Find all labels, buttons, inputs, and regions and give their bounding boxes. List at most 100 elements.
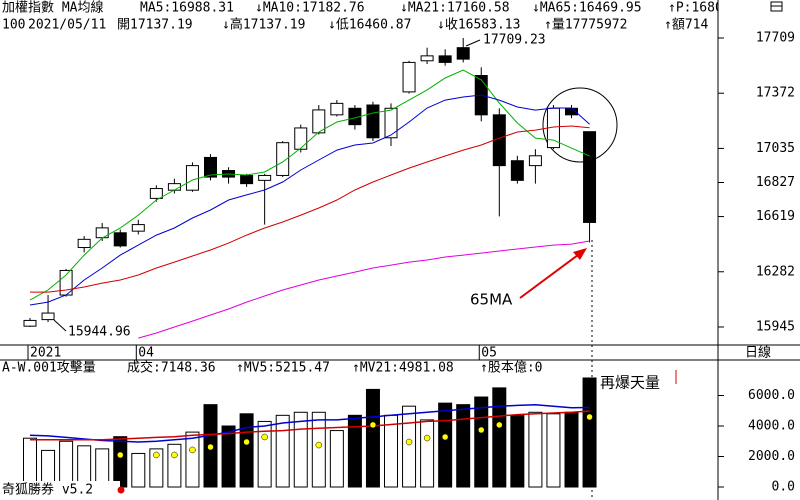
marker-dot bbox=[117, 451, 124, 459]
candle-body bbox=[185, 165, 199, 191]
annotation: 15944.96 bbox=[68, 325, 131, 340]
x-tick-label: 2021 bbox=[30, 346, 61, 361]
annotation: 65MA bbox=[470, 291, 513, 309]
volume-bar bbox=[492, 387, 507, 488]
candle-body bbox=[438, 55, 452, 63]
legend-entry: 成交:7148.36 bbox=[127, 360, 216, 376]
candle-body bbox=[402, 61, 416, 93]
mv-line bbox=[29, 403, 590, 443]
volume-bar bbox=[582, 377, 597, 488]
candle-body bbox=[456, 47, 470, 60]
candle-body bbox=[77, 238, 91, 249]
volume-bar bbox=[23, 437, 37, 488]
y-tick-label: 6000.0 bbox=[748, 388, 795, 403]
ma-line bbox=[138, 240, 590, 339]
chart-title: 加權指數 MA均線 bbox=[2, 0, 103, 16]
marker-dot bbox=[496, 421, 503, 429]
y-tick-label: 0.0 bbox=[772, 480, 795, 495]
candle-body bbox=[240, 174, 254, 185]
candle-body bbox=[149, 188, 163, 199]
candle-body bbox=[420, 55, 434, 62]
volume-bar bbox=[167, 443, 182, 488]
legend-entry: ↑股本億:0 bbox=[480, 360, 542, 376]
annotation-leader bbox=[53, 319, 67, 332]
marker-dot bbox=[171, 451, 178, 459]
y-tick-label: 17372 bbox=[756, 86, 795, 101]
info-field: ↓收16583.13 bbox=[437, 18, 520, 33]
volume-bar bbox=[474, 396, 489, 488]
marker-dot bbox=[441, 433, 449, 441]
volume-bar bbox=[185, 431, 200, 488]
candle-body bbox=[276, 142, 290, 176]
legend-entry: ↓MA10:17182.76 bbox=[255, 1, 365, 16]
info-field: ↓低16460.87 bbox=[328, 18, 411, 33]
x-tick-label: 05 bbox=[481, 346, 497, 361]
highlight-circle bbox=[542, 87, 618, 163]
candle-body bbox=[312, 109, 326, 134]
y-tick-label: 15945 bbox=[756, 319, 795, 334]
candle-body bbox=[167, 183, 181, 191]
info-field: ↑量17775972 bbox=[544, 18, 627, 33]
volume-bar bbox=[528, 411, 543, 488]
candle-body bbox=[294, 127, 308, 150]
y-tick-label: 17035 bbox=[756, 141, 795, 156]
legend-entry: ↓MA65:16469.95 bbox=[532, 1, 642, 16]
footer: 奇狐勝券 v5.2 bbox=[2, 482, 93, 498]
info-field: 100 bbox=[2, 18, 25, 33]
y-tick-label: 4000.0 bbox=[748, 419, 795, 434]
volume-bar bbox=[456, 404, 471, 488]
volume-bar bbox=[59, 440, 74, 488]
mv-line bbox=[30, 410, 590, 441]
volume-bar bbox=[510, 414, 525, 488]
y-tick-label: 16619 bbox=[756, 209, 795, 224]
volume-bar bbox=[131, 452, 146, 488]
y-tick-label: 17709 bbox=[756, 31, 795, 46]
volume-bar bbox=[438, 402, 453, 488]
marker-dot bbox=[586, 413, 593, 421]
legend-entry: ↑MV5:5215.47 bbox=[236, 361, 330, 376]
marker-dot bbox=[153, 451, 160, 459]
candle-body bbox=[510, 160, 524, 181]
info-field: ↑額714 bbox=[664, 18, 708, 33]
volume-bar bbox=[149, 448, 164, 488]
candle-body bbox=[113, 232, 127, 247]
volume-bar bbox=[402, 405, 417, 488]
marker-dot bbox=[405, 438, 413, 446]
marker-dot bbox=[207, 443, 214, 451]
legend-entry: ↓MA21:17160.58 bbox=[400, 1, 510, 16]
ma-line bbox=[30, 125, 590, 293]
volume-bar bbox=[77, 445, 92, 488]
marker-dot bbox=[423, 434, 431, 442]
volume-bar bbox=[293, 411, 308, 488]
volume-bar bbox=[384, 414, 398, 488]
candle-body bbox=[366, 104, 380, 139]
marker-dot bbox=[315, 441, 323, 449]
legend-entry: ↑P:1680 bbox=[668, 1, 723, 16]
marker-dot bbox=[243, 438, 250, 446]
volume-bar bbox=[420, 419, 435, 488]
info-field: 開17137.19 bbox=[117, 18, 193, 33]
status-dot bbox=[117, 486, 125, 494]
volume-bar bbox=[347, 414, 362, 488]
volume-bar bbox=[113, 436, 128, 488]
period-label: 日線 bbox=[745, 345, 771, 361]
x-tick-label: 04 bbox=[138, 346, 154, 361]
header-area: 加權指數 MA均線 MA5:16988.31 ↓MA10:17182.76 ↓MA21… bbox=[2, 0, 723, 33]
volume-bar bbox=[546, 413, 561, 488]
y-tick-label: 2000.0 bbox=[748, 449, 795, 464]
candle-body bbox=[330, 102, 344, 116]
candle-body bbox=[528, 155, 542, 167]
candle-body bbox=[258, 174, 272, 181]
candle-body bbox=[384, 107, 398, 139]
marker-dot bbox=[369, 421, 377, 429]
marker-dot bbox=[189, 446, 196, 454]
candle-body bbox=[23, 319, 37, 327]
volume-bar bbox=[221, 425, 236, 488]
candle-body bbox=[131, 224, 145, 232]
volume-bar bbox=[275, 414, 290, 488]
marker-dot bbox=[261, 433, 268, 441]
annotation: 17709.23 bbox=[483, 33, 546, 48]
volume-bar bbox=[311, 411, 326, 488]
footer-bg bbox=[0, 481, 120, 500]
